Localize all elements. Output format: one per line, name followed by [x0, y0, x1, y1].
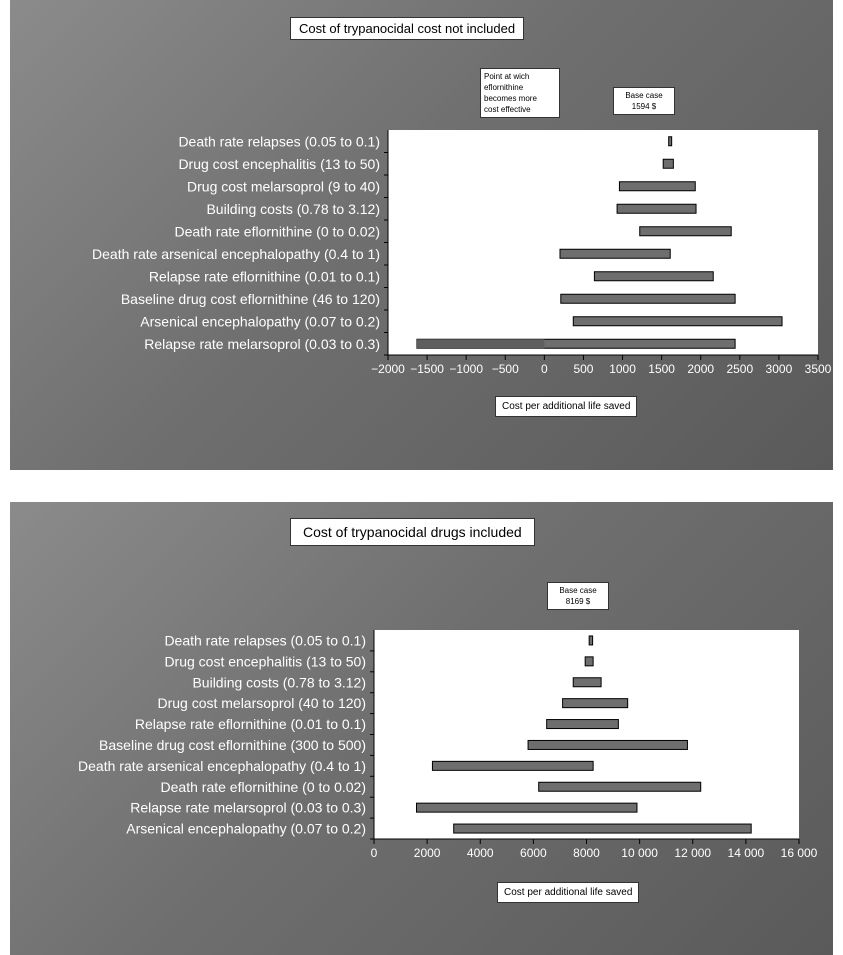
- x-tick-label: 4000: [467, 846, 494, 860]
- category-label: Death rate relapses (0.05 to 0.1): [164, 632, 366, 648]
- category-label: Relapse rate melarsoprol (0.03 to 0.3): [144, 336, 380, 352]
- range-bar: [593, 271, 714, 282]
- x-tick-label: 10 000: [621, 846, 658, 860]
- category-label: Building costs (0.78 to 3.12): [192, 674, 366, 690]
- category-label: Relapse rate eflornithine (0.01 to 0.1): [149, 268, 380, 284]
- x-tick-label: 16 000: [781, 846, 818, 860]
- base-case-label-bottom: Base case 8169 $: [547, 582, 609, 610]
- category-label: Baseline drug cost eflornithine (46 to 1…: [121, 291, 380, 307]
- category-label: Death rate relapses (0.05 to 0.1): [178, 133, 380, 149]
- base-case-title: Base case: [625, 91, 663, 100]
- range-bar: [616, 203, 697, 214]
- x-axis-title-bottom: Cost per additional life saved: [497, 882, 640, 903]
- range-bar: [559, 248, 671, 259]
- range-bar: [431, 760, 594, 771]
- x-tick-label: 2500: [726, 362, 753, 376]
- tornado-chart-bottom: Death rate relapses (0.05 to 0.1) Drug co…: [78, 630, 818, 860]
- x-axis-title-top: Cost per additional life saved: [495, 396, 638, 417]
- cost-effective-annotation: Point at wich eflornithine becomes more …: [480, 68, 560, 118]
- category-label: Death rate arsenical encephalopathy (0.4…: [92, 246, 380, 262]
- x-tick-label: 14 000: [728, 846, 765, 860]
- base-case-value: 1594 $: [631, 102, 657, 111]
- range-bar: [662, 158, 674, 169]
- range-bar: [560, 293, 736, 304]
- category-label: Drug cost melarsoprol (9 to 40): [187, 178, 380, 194]
- x-tick-label: 2000: [414, 846, 441, 860]
- annotation-line: Point at wich: [484, 72, 530, 81]
- annotation-line: eflornithine: [484, 83, 524, 92]
- x-tick-label: −1500: [410, 362, 444, 376]
- range-bar: [572, 316, 783, 327]
- chart-title-top: Cost of trypanocidal cost not included: [290, 17, 525, 40]
- base-case-label-top: Base case 1594 $: [613, 87, 675, 115]
- base-case-value: 8169 $: [565, 597, 591, 606]
- range-bar: [618, 181, 696, 192]
- category-label: Drug cost melarsoprol (40 to 120): [157, 695, 366, 711]
- category-label: Drug cost encephalitis (13 to 50): [178, 156, 380, 172]
- negative-range-bar: [416, 339, 545, 349]
- x-tick-label: 1500: [648, 362, 675, 376]
- range-bar: [416, 802, 638, 813]
- range-bar: [453, 823, 752, 834]
- annotation-line: cost effective: [484, 105, 531, 114]
- category-label: Baseline drug cost eflornithine (300 to …: [99, 737, 366, 753]
- category-label: Drug cost encephalitis (13 to 50): [164, 653, 366, 669]
- range-bar: [584, 656, 594, 667]
- category-label: Relapse rate melarsoprol (0.03 to 0.3): [130, 800, 366, 816]
- x-tick-label: 0: [371, 846, 378, 860]
- range-bar: [639, 226, 732, 237]
- range-bar: [668, 136, 673, 147]
- x-tick-label: −1000: [449, 362, 483, 376]
- x-tick-label: 2000: [687, 362, 714, 376]
- chart-panel-top: Death rate relapses (0.05 to 0.1) Drug co…: [10, 0, 833, 470]
- range-bar: [588, 635, 594, 646]
- category-label: Arsenical encephalopathy (0.07 to 0.2): [126, 821, 366, 837]
- base-case-title: Base case: [559, 586, 597, 595]
- range-bar: [562, 698, 629, 709]
- x-tick-label: 1000: [609, 362, 636, 376]
- category-label: Death rate eflornithine (0 to 0.02): [175, 223, 380, 239]
- range-bar: [527, 739, 688, 750]
- x-tick-label: −500: [492, 362, 519, 376]
- x-tick-label: 3500: [805, 362, 832, 376]
- category-label: Arsenical encephalopathy (0.07 to 0.2): [140, 313, 380, 329]
- x-tick-label: 500: [573, 362, 593, 376]
- chart-panel-bottom: Death rate relapses (0.05 to 0.1) Drug co…: [10, 502, 833, 955]
- x-tick-label: 12 000: [674, 846, 711, 860]
- x-tick-label: 6000: [520, 846, 547, 860]
- annotation-line: becomes more: [484, 94, 537, 103]
- x-tick-label: 8000: [573, 846, 600, 860]
- category-label: Relapse rate eflornithine (0.01 to 0.1): [135, 716, 366, 732]
- x-tick-label: −2000: [371, 362, 405, 376]
- range-bar: [572, 677, 602, 688]
- category-label: Death rate arsenical encephalopathy (0.4…: [78, 758, 366, 774]
- x-tick-label: 0: [541, 362, 548, 376]
- x-tick-label: 3000: [766, 362, 793, 376]
- category-label: Death rate eflornithine (0 to 0.02): [161, 779, 366, 795]
- range-bar: [538, 781, 702, 792]
- chart-title-bottom: Cost of trypanocidal drugs included: [290, 518, 535, 546]
- range-bar: [546, 719, 619, 730]
- tornado-chart-top: Death rate relapses (0.05 to 0.1) Drug co…: [92, 130, 832, 376]
- category-label: Building costs (0.78 to 3.12): [206, 201, 380, 217]
